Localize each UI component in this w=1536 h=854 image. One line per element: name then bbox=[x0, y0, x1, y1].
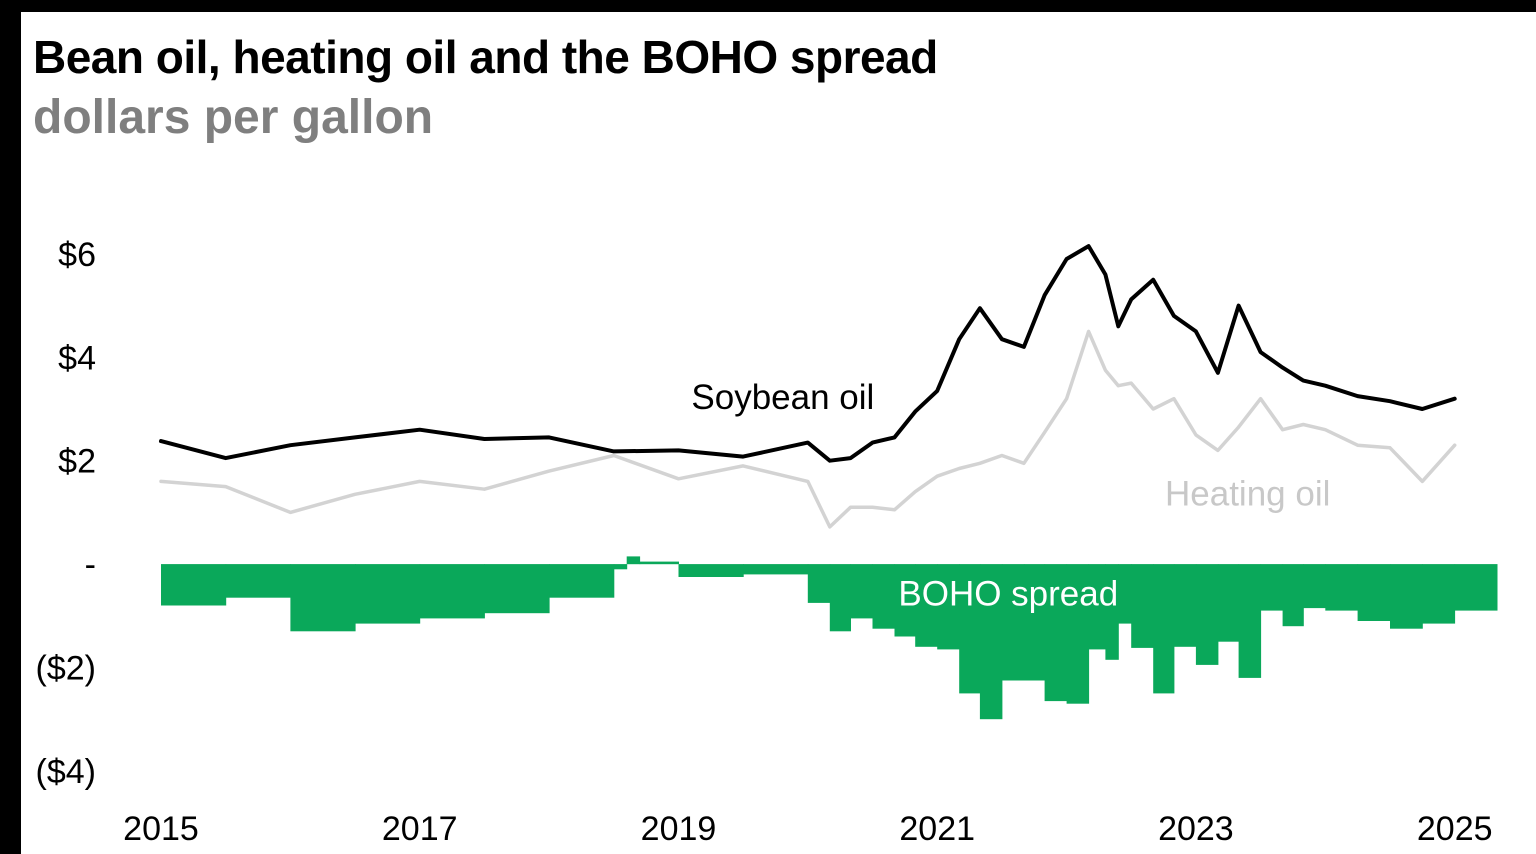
spread-bar bbox=[290, 564, 356, 632]
spread-bar bbox=[1422, 564, 1456, 624]
spread-bar bbox=[1238, 564, 1262, 678]
spread-bar bbox=[1088, 564, 1106, 650]
spread-bar bbox=[937, 564, 960, 650]
soybean-oil-line bbox=[159, 244, 1457, 463]
spread-bar bbox=[1195, 564, 1219, 665]
spread-bar bbox=[829, 564, 851, 632]
spread-bar bbox=[1105, 564, 1119, 660]
chart-panel: Bean oil, heating oil and the BOHO sprea… bbox=[21, 12, 1536, 854]
spread-bar bbox=[1357, 564, 1391, 621]
chart-svg: $6 $4 $2 - ($2) ($4) 2015 2017 2019 2021 2023 2025 S… bbox=[36, 236, 1498, 848]
spread-bar bbox=[743, 564, 809, 575]
spread-bar bbox=[1173, 564, 1197, 647]
spread-bar bbox=[1217, 564, 1240, 642]
spread-bar bbox=[225, 564, 291, 598]
spread-bars bbox=[161, 556, 1498, 720]
spread-bar bbox=[850, 564, 873, 619]
spread-bar bbox=[1325, 564, 1359, 611]
x-tick-label: 2019 bbox=[641, 810, 717, 848]
y-tick-label: $2 bbox=[58, 443, 96, 481]
spread-bar bbox=[1001, 564, 1025, 681]
spread-bar bbox=[1023, 564, 1046, 681]
spread-bar bbox=[1153, 564, 1175, 694]
spread-bar bbox=[894, 564, 916, 637]
y-tick-label: $6 bbox=[58, 236, 96, 274]
spread-bar bbox=[1454, 564, 1498, 611]
spread-bar bbox=[872, 564, 895, 629]
spread-bar bbox=[1131, 564, 1154, 648]
x-tick-label: 2021 bbox=[899, 810, 975, 848]
chart-title: Bean oil, heating oil and the BOHO sprea… bbox=[33, 31, 938, 83]
y-tick-label: - bbox=[85, 546, 96, 584]
spread-bar bbox=[1303, 564, 1326, 609]
spread-bar bbox=[1044, 564, 1068, 702]
spread-bar bbox=[626, 556, 641, 565]
spread-bar bbox=[1118, 564, 1132, 624]
spread-bar bbox=[161, 564, 227, 606]
spread-bar bbox=[1260, 564, 1284, 611]
y-tick-label: ($2) bbox=[36, 650, 96, 688]
spread-bar bbox=[1066, 564, 1090, 704]
spread-bar bbox=[915, 564, 938, 647]
y-tick-label: $4 bbox=[58, 339, 96, 377]
heating-oil-label: Heating oil bbox=[1165, 475, 1330, 514]
spread-bar bbox=[807, 564, 831, 603]
heating-oil-line bbox=[159, 329, 1457, 529]
x-tick-label: 2017 bbox=[382, 810, 458, 848]
spread-bar bbox=[979, 564, 1003, 720]
chart-subtitle: dollars per gallon bbox=[33, 91, 434, 144]
spread-bar bbox=[484, 564, 550, 614]
spread-bar bbox=[613, 564, 628, 570]
spread-bar bbox=[419, 564, 485, 619]
soybean-oil-label: Soybean oil bbox=[691, 378, 874, 417]
boho-spread-label: BOHO spread bbox=[898, 575, 1118, 614]
spread-bar bbox=[639, 561, 679, 565]
y-tick-label: ($4) bbox=[36, 753, 96, 791]
x-tick-label: 2025 bbox=[1417, 810, 1493, 848]
spread-bar bbox=[959, 564, 981, 694]
x-tick-label: 2015 bbox=[123, 810, 199, 848]
spread-bar bbox=[1390, 564, 1423, 629]
x-tick-label: 2023 bbox=[1158, 810, 1234, 848]
spread-bar bbox=[355, 564, 421, 624]
spread-bar bbox=[549, 564, 615, 598]
spread-bar bbox=[678, 564, 744, 577]
spread-bar bbox=[1282, 564, 1304, 627]
